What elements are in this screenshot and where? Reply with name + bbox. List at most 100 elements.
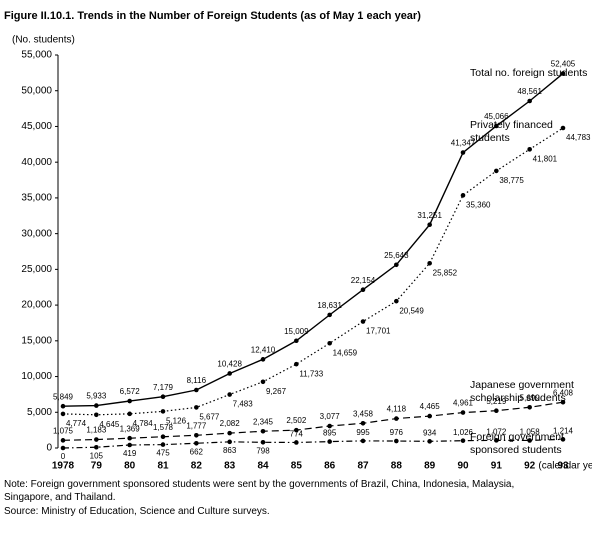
data-point [127,442,132,448]
value-label: 25,852 [433,268,458,277]
data-point [360,420,366,426]
value-label: 52,405 [551,60,576,69]
y-tick-label: 30,000 [21,228,52,239]
data-point [127,411,132,417]
data-point [427,439,432,444]
value-label: 895 [323,429,337,438]
value-label: 6,408 [553,388,574,397]
value-label: 38,775 [499,176,524,185]
data-point [527,404,532,410]
value-label: 475 [156,449,170,458]
x-tick-label: 90 [457,461,469,472]
data-point [227,371,232,376]
value-label: 3,077 [320,412,341,421]
y-tick-label: 45,000 [21,121,52,132]
value-label: 2,345 [253,417,274,426]
value-label: 934 [423,428,437,437]
data-point [260,439,266,445]
data-point [394,438,399,444]
y-axis-label: (No. students) [12,35,75,46]
data-point [294,440,299,445]
value-label: 6,572 [120,387,141,396]
value-label: 5,677 [199,413,220,422]
x-tick-label: 81 [157,461,169,472]
value-label: 5,849 [53,392,74,401]
x-tick-label: 86 [324,461,336,472]
data-point [460,193,466,198]
note: Note: Foreign government sponsored stude… [4,479,515,503]
data-point [394,416,399,421]
data-point [494,408,499,414]
value-label: 798 [256,446,270,455]
y-tick-label: 25,000 [21,264,52,275]
value-label: 2,502 [286,416,307,425]
value-label: 12,410 [251,345,276,354]
data-point [260,428,266,434]
value-label: 4,961 [453,399,474,408]
data-point [394,298,399,304]
series-line [62,73,564,407]
data-point [360,438,366,444]
data-point [127,435,132,441]
data-point [194,387,199,393]
x-tick-label: 79 [91,461,103,472]
data-point [427,413,432,419]
series-label: Total no. foreign students [470,67,588,79]
data-point [327,312,332,318]
value-label: 4,784 [133,419,154,428]
data-point [427,222,432,227]
data-point [160,442,166,447]
value-label: 5,933 [86,392,107,401]
data-point [127,398,132,404]
value-label: 1,183 [86,426,107,435]
data-point [527,98,532,104]
y-tick-label: 10,000 [21,371,52,382]
data-point [527,147,532,152]
value-label: 4,118 [387,405,407,414]
data-point [327,439,332,444]
y-tick-label: 5,000 [27,407,52,418]
value-label: 25,643 [384,251,409,260]
value-label: 662 [190,447,204,456]
data-point [560,71,566,76]
series-label: Foreign government sponsored students [470,431,564,456]
data-point [94,412,99,418]
value-label: 1,026 [453,428,474,437]
x-tick-label: 89 [424,461,436,472]
value-label: 31,251 [417,211,442,220]
source: Source: Ministry of Education, Science a… [4,506,270,517]
data-point [560,437,566,442]
data-point [194,405,199,410]
data-point [460,150,466,155]
data-point [327,423,332,429]
data-point [160,409,166,414]
x-tick-label: 80 [124,461,136,472]
data-point [94,437,99,442]
data-point [460,438,466,443]
data-point [494,123,499,129]
y-tick-label: 15,000 [21,335,52,346]
value-label: 419 [123,449,137,458]
x-tick-label: 88 [391,461,403,472]
data-point [194,440,199,446]
value-label: 105 [90,451,104,460]
x-tick-label: 87 [357,461,369,472]
series-label: Japanese government scholarship students [470,379,574,404]
data-point [60,438,66,443]
data-point [327,340,332,346]
data-point [294,427,299,433]
value-label: 995 [356,428,370,437]
value-label: 4,465 [420,402,441,411]
data-point [60,411,66,417]
data-point [427,260,432,266]
value-label: 0 [61,452,66,461]
value-label: 5,699 [520,393,541,402]
x-tick-label: 91 [491,461,503,472]
series-line [62,401,564,441]
data-point [394,262,399,268]
data-point [294,361,299,367]
data-point [560,125,566,131]
data-point [494,438,499,443]
x-tick-label: 85 [291,461,303,472]
